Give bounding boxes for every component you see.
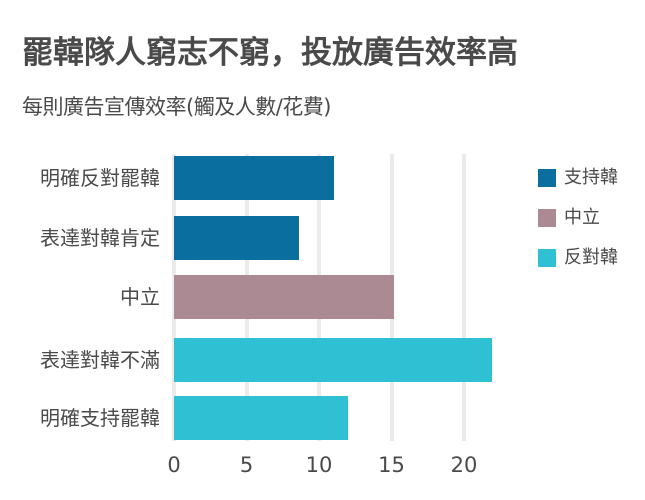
gridline-20 [462, 154, 466, 441]
bar [174, 216, 299, 260]
legend: 支持韓 中立 反對韓 [538, 158, 618, 278]
category-label: 明確反對罷韓 [40, 166, 160, 190]
category-label: 表達對韓肯定 [40, 226, 160, 250]
legend-item-neutral: 中立 [538, 198, 618, 238]
legend-swatch-icon [538, 169, 556, 187]
x-tick-label: 10 [305, 453, 333, 477]
bar [174, 275, 395, 319]
x-tick-label: 15 [378, 453, 405, 477]
plot-area [172, 154, 494, 442]
category-label: 表達對韓不滿 [40, 348, 160, 372]
legend-item-oppose-han: 反對韓 [538, 238, 618, 278]
category-label: 明確支持罷韓 [40, 406, 160, 430]
legend-swatch-icon [538, 249, 556, 267]
chart-subtitle: 每則廣告宣傳效率(觸及人數/花費) [22, 95, 331, 119]
legend-swatch-icon [538, 209, 556, 227]
x-tick-label: 20 [450, 453, 478, 477]
category-label: 中立 [120, 285, 160, 309]
legend-label: 反對韓 [564, 247, 618, 268]
bar [174, 396, 348, 440]
x-tick-label: 5 [239, 453, 254, 477]
legend-label: 支持韓 [564, 167, 618, 188]
legend-label: 中立 [564, 207, 600, 228]
bar [174, 338, 492, 382]
bar [174, 156, 334, 200]
chart-title: 罷韓隊人窮志不窮，投放廣告效率高 [22, 35, 518, 71]
legend-item-support-han: 支持韓 [538, 158, 618, 198]
x-tick-label: 0 [167, 453, 181, 477]
